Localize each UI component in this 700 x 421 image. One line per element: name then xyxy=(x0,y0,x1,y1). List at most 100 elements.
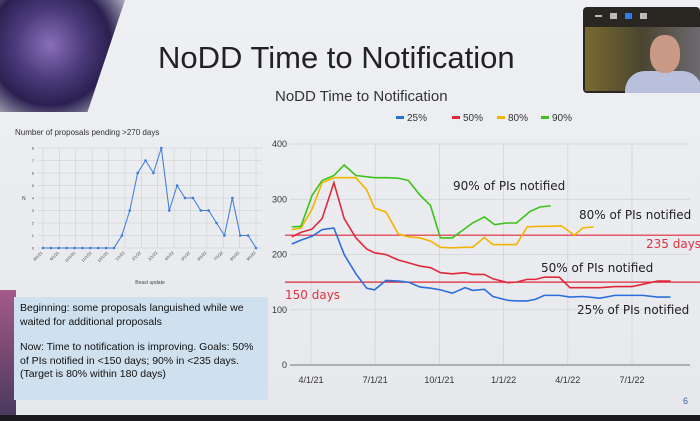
legend-label: 25% xyxy=(407,113,427,124)
legend-swatch-90pct xyxy=(541,116,549,119)
series-line-90pct xyxy=(291,163,551,239)
small-data-point xyxy=(104,246,108,250)
legend-label: 50% xyxy=(463,113,483,124)
small-data-point xyxy=(41,246,45,250)
small-ytick: 6 xyxy=(32,171,35,176)
small-ytick: 7 xyxy=(32,158,35,163)
legend-swatch-50pct xyxy=(452,116,460,119)
small-ytick: 0 xyxy=(32,246,35,251)
small-data-point xyxy=(175,184,179,187)
small-xtick: 12/1/21 xyxy=(96,250,110,264)
small-data-point xyxy=(144,159,147,162)
main-xtick: 4/1/22 xyxy=(555,375,580,385)
small-data-point xyxy=(191,196,195,200)
annotation-25: 25% of PIs notified xyxy=(577,303,689,317)
small-ytick: 4 xyxy=(32,196,35,201)
small-data-point xyxy=(207,209,210,212)
small-data-point xyxy=(199,209,203,212)
small-data-point xyxy=(238,234,242,237)
small-data-point xyxy=(223,234,226,237)
note-beginning: Beginning: some proposals languished whi… xyxy=(20,302,244,328)
small-data-point xyxy=(112,246,116,250)
small-ytick: 5 xyxy=(32,183,35,188)
small-chart-title: Number of proposals pending >270 days xyxy=(15,128,160,137)
minimize-icon[interactable] xyxy=(595,15,602,17)
note-now: Now: Time to notification is improving. … xyxy=(20,341,254,380)
small-data-point xyxy=(49,246,53,250)
main-ytick: 100 xyxy=(272,305,287,315)
video-controls xyxy=(583,7,700,25)
small-xtick: 6/1/22 xyxy=(196,250,208,262)
main-xtick: 7/1/21 xyxy=(363,375,388,385)
small-xtick: 10/1/21 xyxy=(63,250,77,264)
small-chart-xlabel: Beast update xyxy=(135,280,165,286)
note-box: Beginning: some proposals languished whi… xyxy=(14,297,268,400)
small-ytick: 3 xyxy=(32,208,35,213)
legend-swatch-25pct xyxy=(396,116,404,119)
annotation-90: 90% of PIs notified xyxy=(453,179,565,193)
main-xtick: 10/1/21 xyxy=(424,375,454,385)
small-data-point xyxy=(65,246,68,250)
legend-label: 80% xyxy=(508,113,528,124)
video-thumbnail[interactable] xyxy=(583,7,700,93)
speaker-view-icon[interactable] xyxy=(625,13,632,19)
main-chart-title: NoDD Time to Notification xyxy=(275,88,448,105)
slide-title: NoDD Time to Notification xyxy=(158,40,515,75)
small-data-point xyxy=(246,234,250,237)
small-data-point xyxy=(81,246,84,250)
small-data-point xyxy=(57,246,61,250)
participant-video xyxy=(585,27,700,93)
small-data-point xyxy=(120,234,124,237)
main-ytick: 300 xyxy=(272,194,287,204)
small-xtick: 1/1/22 xyxy=(114,250,126,262)
small-xtick: 3/1/22 xyxy=(147,250,159,262)
small-ytick: 2 xyxy=(32,221,35,226)
small-series-line xyxy=(43,147,257,249)
participant-shirt xyxy=(625,71,700,93)
small-xtick: 9/1/21 xyxy=(49,250,61,262)
gallery-view-icon[interactable] xyxy=(640,13,647,19)
small-data-point xyxy=(96,246,100,250)
small-data-point xyxy=(167,209,171,212)
decorative-stripe xyxy=(0,290,16,415)
small-ytick: 8 xyxy=(32,146,35,151)
main-ytick: 200 xyxy=(272,250,287,260)
small-chart-ylabel: N xyxy=(22,196,26,202)
small-xtick: 8/1/22 xyxy=(229,250,241,262)
participant-head xyxy=(650,35,680,73)
label-235-days: 235 days xyxy=(646,237,700,251)
series-line-80pct xyxy=(291,176,594,249)
main-xtick: 7/1/22 xyxy=(619,375,644,385)
label-150-days: 150 days xyxy=(285,288,340,302)
small-data-point xyxy=(183,196,187,200)
small-data-point xyxy=(215,221,218,225)
small-xtick: 5/1/22 xyxy=(180,250,192,262)
small-xtick: 8/1/21 xyxy=(32,250,44,262)
legend-swatch-80pct xyxy=(497,116,505,119)
small-data-point xyxy=(128,209,132,212)
small-chart: 0 1 2 3 4 5 6 7 8 8/1/21 9/1/21 10/1/21 11/1/21 12/1/… xyxy=(32,146,262,264)
series-line-25pct xyxy=(291,227,671,302)
annotation-50: 50% of PIs notified xyxy=(541,261,653,275)
annotation-80: 80% of PIs notified xyxy=(579,208,691,222)
main-ytick: 0 xyxy=(282,360,287,370)
small-data-point xyxy=(254,246,258,250)
small-data-point xyxy=(231,196,234,200)
small-xtick: 9/1/22 xyxy=(245,250,257,262)
main-chart: 0 100 200 300 400 4/1/21 7/1/21 10/1/21 1/1/22 4/… xyxy=(272,113,700,385)
small-data-point xyxy=(160,146,163,150)
main-xtick: 4/1/21 xyxy=(298,375,323,385)
single-view-icon[interactable] xyxy=(610,13,617,19)
main-ytick: 400 xyxy=(272,139,287,149)
small-ytick: 1 xyxy=(32,233,35,238)
small-data-point xyxy=(152,171,155,175)
small-xtick: 4/1/22 xyxy=(163,250,175,262)
small-xtick: 7/1/22 xyxy=(213,250,225,262)
small-xtick: 11/1/21 xyxy=(80,250,93,263)
small-data-point xyxy=(73,246,76,250)
legend-label: 90% xyxy=(552,113,572,124)
small-data-point xyxy=(89,246,92,250)
main-xtick: 1/1/22 xyxy=(491,375,516,385)
series-line-50pct xyxy=(291,179,671,289)
